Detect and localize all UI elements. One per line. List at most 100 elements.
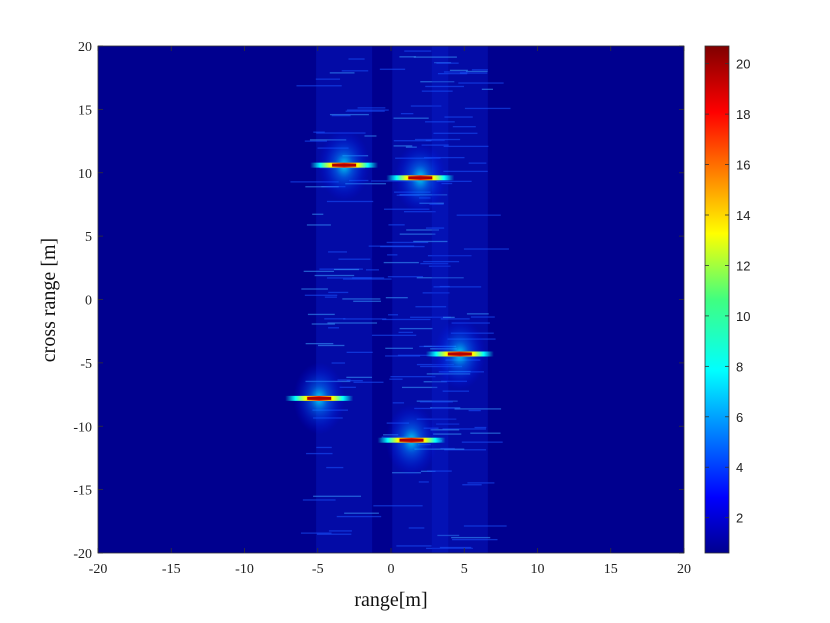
sidelobe-streak	[420, 262, 449, 265]
sidelobe-streak	[343, 318, 387, 320]
sidelobe-streak	[458, 82, 504, 84]
y-tick-label: 15	[78, 103, 92, 118]
target-1	[310, 129, 379, 202]
sidelobe-streak	[344, 512, 379, 514]
y-tick-label: 20	[78, 40, 92, 55]
sidelobe-streak	[328, 291, 349, 294]
target-3	[425, 318, 494, 391]
sidelobe-streak	[452, 126, 476, 128]
sidelobe-streak	[307, 313, 335, 316]
sidelobe-streak	[414, 138, 461, 141]
sidelobe-streak	[421, 90, 453, 92]
sidelobe-streak	[404, 50, 432, 52]
sidelobe-streak	[393, 140, 432, 142]
sidelobe-streak	[463, 525, 507, 527]
colorbar-tick-label: 20	[736, 57, 750, 72]
target-peak	[399, 438, 424, 442]
sidelobe-streak	[393, 145, 413, 147]
sidelobe-streak	[433, 286, 482, 288]
sidelobe-streak	[420, 81, 455, 83]
sidelobe-streak	[389, 378, 403, 380]
sidelobe-streak	[443, 71, 468, 73]
x-tick-label: 0	[388, 562, 395, 577]
sidelobe-streak	[371, 334, 417, 336]
sidelobe-streak	[357, 107, 386, 109]
sidelobe-streak	[419, 401, 453, 403]
target-4	[285, 362, 354, 435]
sidelobe-streak	[444, 449, 487, 451]
sidelobe-streak	[315, 78, 341, 80]
sidelobe-streak	[468, 409, 481, 412]
sidelobe-streak	[331, 114, 351, 117]
sidelobe-streak	[326, 277, 372, 279]
sidelobe-streak	[302, 499, 336, 501]
sidelobe-streak	[387, 254, 398, 256]
sidelobe-streak	[410, 316, 451, 318]
sidelobe-streak	[414, 448, 465, 450]
x-tick-label: -15	[162, 562, 181, 577]
sidelobe-streak	[408, 527, 425, 529]
sidelobe-streak	[328, 327, 340, 329]
sidelobe-streak	[333, 268, 360, 271]
sidelobe-streak	[416, 400, 458, 402]
sidelobe-streak	[346, 351, 373, 354]
sidelobe-streak	[399, 327, 433, 330]
sidelobe-streak	[312, 213, 324, 215]
sidelobe-streak	[451, 536, 491, 539]
sidelobe-streak	[436, 62, 459, 64]
sidelobe-streak	[290, 181, 339, 183]
sidelobe-streak	[390, 375, 436, 378]
sidelobe-streak	[437, 72, 468, 75]
sidelobe-streak	[427, 255, 472, 257]
sidelobe-streak	[425, 121, 455, 123]
sidelobe-streak	[416, 277, 464, 279]
sidelobe-streak	[425, 227, 445, 229]
sidelobe-streak	[463, 248, 509, 250]
sidelobe-streak	[406, 229, 440, 231]
sidelobe-streak	[328, 530, 352, 532]
x-tick-label: 20	[677, 562, 691, 577]
sidelobe-streak	[346, 376, 372, 379]
sidelobe-streak	[331, 362, 346, 364]
sidelobe-streak	[365, 269, 379, 271]
sidelobe-streak	[424, 156, 465, 159]
sidelobe-stripes	[290, 46, 511, 553]
sidelobe-streak	[423, 260, 460, 263]
sidelobe-streak	[414, 407, 461, 410]
sidelobe-streak	[443, 170, 488, 173]
sidelobe-streak	[368, 245, 415, 247]
sidelobe-streak	[396, 545, 432, 547]
sidelobe-streak	[466, 313, 489, 315]
sidelobe-streak	[373, 505, 423, 507]
colorbar-tick-label: 4	[736, 460, 743, 475]
sidelobe-streak	[352, 277, 385, 279]
sidelobe-streak	[328, 251, 347, 253]
sidelobe-streak	[481, 88, 493, 90]
sidelobe-streak	[345, 110, 385, 112]
sidelobe-streak	[311, 323, 335, 325]
y-tick-label: 0	[85, 294, 92, 309]
sidelobe-streak	[388, 314, 399, 316]
sidelobe-streak	[413, 240, 448, 243]
sidelobe-streak	[426, 470, 452, 472]
plot-area	[98, 46, 684, 553]
sidelobe-streak	[418, 481, 429, 483]
target-peak	[408, 176, 433, 180]
sidelobe-streak	[456, 214, 501, 216]
sidelobe-streak	[337, 379, 351, 381]
x-tick-label: -10	[235, 562, 254, 577]
sidelobe-streak	[387, 276, 423, 278]
sidelobe-streak	[338, 258, 371, 260]
sidelobe-streak	[462, 484, 482, 486]
x-tick-label: 5	[461, 562, 468, 577]
sidelobe-streak	[413, 56, 457, 58]
target-2	[386, 141, 455, 214]
sidelobe-streak	[401, 386, 438, 389]
sidelobe-streak	[470, 316, 495, 318]
sidelobe-streak	[471, 69, 488, 71]
target-peak	[447, 352, 472, 356]
sidelobe-streak	[342, 298, 381, 300]
sidelobe-streak	[399, 233, 436, 235]
sidelobe-streak	[326, 466, 344, 469]
